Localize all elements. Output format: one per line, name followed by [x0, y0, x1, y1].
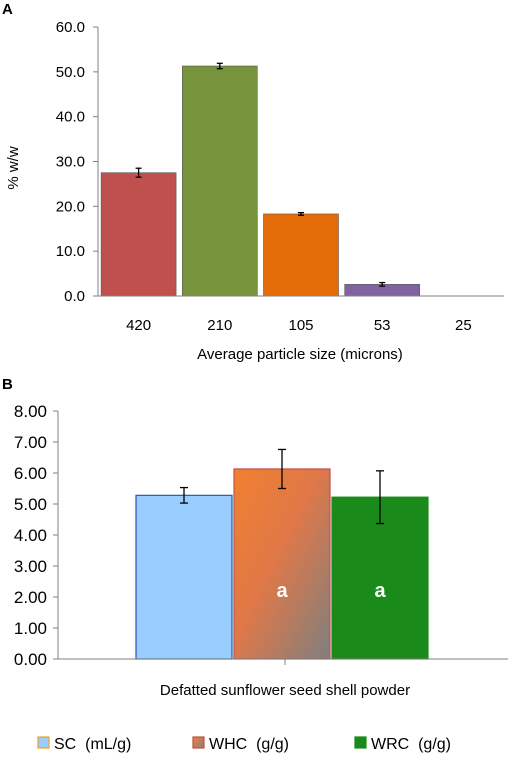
bar-420	[100, 172, 177, 297]
y-tick-label: 40.0	[56, 109, 85, 126]
x-tick-label: 25	[455, 317, 472, 334]
y-tick-label-b: 4.00	[14, 526, 47, 545]
x-tick-label: 105	[288, 317, 313, 334]
x-tick-label: 53	[374, 317, 391, 334]
error-bar-210	[216, 62, 223, 70]
y-tick-label-b: 3.00	[14, 557, 47, 576]
y-tick-label-b: 2.00	[14, 588, 47, 607]
y-tick-label-b: 7.00	[14, 433, 47, 452]
legend-item-sc: SC (mL/g)	[37, 736, 131, 753]
x-tick-label: 210	[207, 317, 232, 334]
legend-swatch	[37, 736, 50, 749]
y-axis-ticks: 0.0 10.0 20.0 30.0 40.0 50.0 60.0	[56, 19, 98, 305]
legend-label: WRC (g/g)	[371, 736, 451, 753]
y-tick-label-b: 6.00	[14, 464, 47, 483]
y-tick-label: 60.0	[56, 19, 85, 36]
legend-swatch	[354, 736, 367, 749]
error-bar-105	[298, 211, 304, 216]
x-axis-ticks: 420 210 105 53 25	[126, 317, 472, 334]
y-tick-label: 0.0	[64, 288, 85, 305]
error-bar-wrc	[376, 470, 384, 525]
y-tick-label-b: 8.00	[14, 402, 47, 421]
bar-210	[182, 65, 258, 297]
legend-label: SC (mL/g)	[54, 736, 131, 753]
y-tick-label: 50.0	[56, 64, 85, 81]
legend-b: SC (mL/g) WHC (g/g) WRC (g/g)	[37, 736, 451, 753]
y-tick-label: 20.0	[56, 198, 85, 215]
chart-b: B 0.00 1.00 2.00 3.00 4.00 5.00 6.00 7.00 8.00 a…	[2, 376, 508, 753]
x-axis-label: Average particle size (microns)	[197, 346, 403, 363]
legend-label: WHC (g/g)	[209, 736, 289, 753]
legend-item-whc: WHC (g/g)	[192, 736, 289, 753]
bar-annotation: a	[374, 580, 386, 602]
legend-item-wrc: WRC (g/g)	[354, 736, 451, 753]
y-axis-label: % w/w	[5, 146, 22, 190]
y-tick-label-b: 0.00	[14, 650, 47, 669]
bar-whc	[233, 468, 331, 660]
y-tick-label: 30.0	[56, 154, 85, 171]
panel-a-letter: A	[2, 1, 13, 18]
x-tick-label: 420	[126, 317, 151, 334]
y-axis-ticks-b: 0.00 1.00 2.00 3.00 4.00 5.00 6.00 7.00 8.00	[14, 402, 58, 669]
bars	[100, 62, 421, 297]
panel-b-letter: B	[2, 376, 13, 393]
chart-a: A % w/w 0.0 10.0 20.0 30.0 40.0 50.0 60.0 420 2…	[2, 1, 504, 363]
bar-sc	[135, 494, 233, 660]
error-bar-420	[135, 167, 142, 178]
x-category-label-b: Defatted sunflower seed shell powder	[160, 682, 410, 699]
error-bar-sc	[180, 486, 188, 504]
bar-105	[263, 213, 339, 297]
y-tick-label: 10.0	[56, 243, 85, 260]
error-bar-53	[379, 281, 386, 287]
error-bar-whc	[278, 448, 286, 490]
y-tick-label-b: 5.00	[14, 495, 47, 514]
y-tick-label-b: 1.00	[14, 619, 47, 638]
bar-annotation: a	[276, 580, 288, 602]
legend-swatch	[192, 736, 205, 749]
